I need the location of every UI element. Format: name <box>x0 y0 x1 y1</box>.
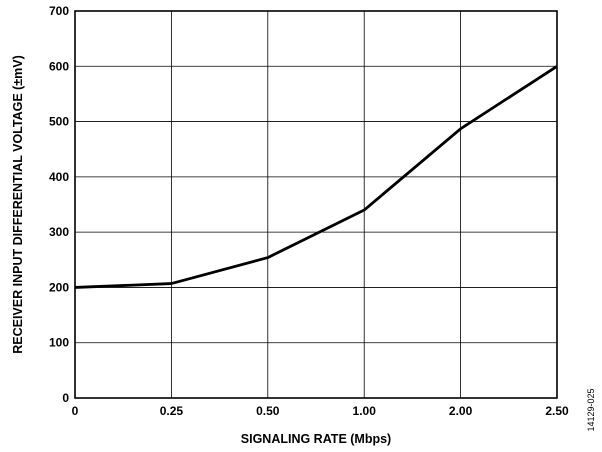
y-tick-labels: 0 100 200 300 400 500 600 700 <box>49 4 69 405</box>
x-tick-label: 0 <box>72 404 79 418</box>
x-tick-labels: 0 0.25 0.50 1.00 2.00 2.50 <box>72 404 569 418</box>
x-axis-label: SIGNALING RATE (Mbps) <box>241 432 391 446</box>
y-tick-label: 200 <box>49 280 69 294</box>
series-line <box>74 65 558 289</box>
y-tick-label: 600 <box>49 59 69 73</box>
x-tick-label: 0.25 <box>160 404 184 418</box>
x-tick-label: 2.50 <box>545 404 569 418</box>
y-tick-label: 400 <box>49 170 69 184</box>
y-tick-label: 0 <box>62 391 69 405</box>
x-tick-label: 0.50 <box>256 404 280 418</box>
y-tick-label: 700 <box>49 4 69 18</box>
plot-frame <box>74 10 558 399</box>
x-tick-label: 1.00 <box>353 404 377 418</box>
y-tick-label: 300 <box>49 225 69 239</box>
grid <box>75 11 557 398</box>
x-tick-label: 2.00 <box>449 404 473 418</box>
figure-id: 14129-025 <box>586 388 596 431</box>
y-tick-label: 500 <box>49 115 69 129</box>
y-tick-label: 100 <box>49 336 69 350</box>
y-axis-label: RECEIVER INPUT DIFFERENTIAL VOLTAGE (±mV… <box>11 55 25 354</box>
